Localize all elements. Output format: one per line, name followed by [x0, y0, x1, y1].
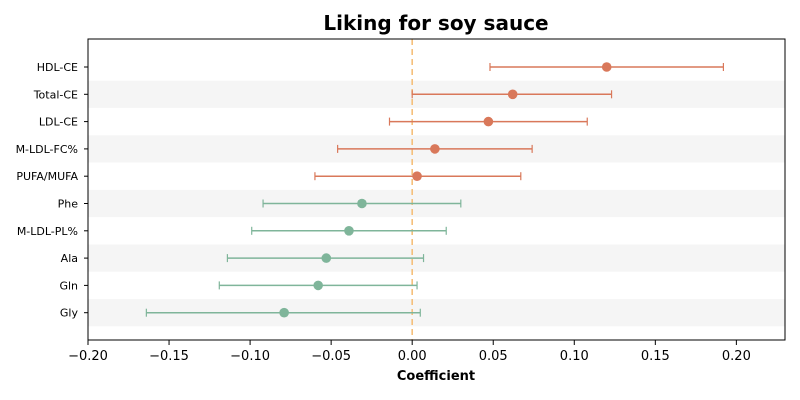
x-tick-label: 0.05: [479, 349, 508, 364]
x-tick-label: −0.05: [311, 349, 351, 364]
x-tick-label: −0.10: [230, 349, 270, 364]
estimate-point: [313, 280, 323, 291]
estimate-point: [601, 62, 612, 72]
y-tick-label: Phe: [58, 198, 79, 211]
y-tick-label: Total-CE: [33, 88, 78, 101]
x-tick-label: −0.15: [149, 349, 189, 364]
y-tick-label: M-LDL-PL%: [17, 225, 78, 238]
chart-title: Liking for soy sauce: [323, 11, 548, 35]
x-axis: −0.20 −0.15 −0.10 −0.05 0.00 0.05 0.10 0.15 0.20: [68, 340, 751, 364]
marks: [145, 62, 725, 318]
x-tick-label: 0.10: [560, 349, 589, 364]
x-tick-label: −0.20: [68, 349, 108, 364]
estimate-point: [430, 144, 440, 154]
x-tick-label: 0.15: [641, 349, 670, 364]
estimate-point: [344, 226, 354, 236]
y-tick-label: M-LDL-FC%: [16, 143, 78, 156]
y-tick-label: HDL-CE: [37, 61, 78, 74]
y-axis: HDL-CE Total-CE LDL-CE M-LDL-FC% PUFA/MUFA Ph…: [16, 61, 88, 320]
plot-frame: [87, 38, 786, 341]
x-tick-label: 0.20: [722, 349, 751, 364]
estimate-point: [483, 116, 494, 127]
y-tick-label: Ala: [61, 252, 78, 265]
estimate-point: [412, 171, 422, 181]
y-tick-label: Gln: [59, 279, 78, 292]
y-tick-label: Gly: [60, 307, 79, 320]
x-tick-label: 0.00: [398, 349, 427, 364]
y-tick-label: PUFA/MUFA: [16, 170, 78, 183]
x-axis-label: Coefficient: [397, 369, 475, 384]
row-band: [88, 244, 785, 272]
estimate-point: [507, 89, 518, 100]
estimate-point: [321, 253, 332, 263]
y-tick-label: LDL-CE: [39, 116, 78, 129]
estimate-point: [357, 198, 367, 209]
estimate-point: [279, 307, 289, 318]
